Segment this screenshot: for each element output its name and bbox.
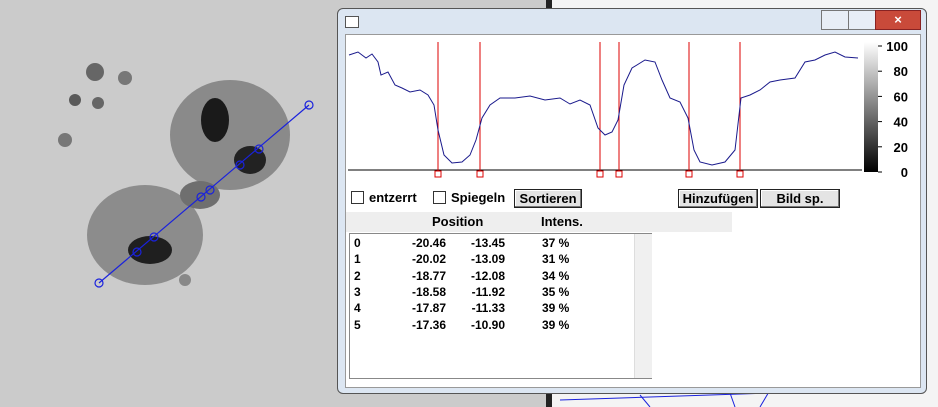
cell: -17.87 [411,301,446,316]
cell: -12.08 [470,268,505,283]
image-button[interactable]: Bild sp. [760,189,840,208]
cell: -11.33 [471,301,505,316]
marker-handles[interactable] [434,170,744,178]
list-row[interactable]: 0 -20.46 -13.45 37 % [350,236,634,252]
cell: 0 [354,236,361,250]
cell: 31 % [542,252,570,267]
result-list[interactable]: 0 -20.46 -13.45 37 % 1 -20.02 -13.09 31 % 2 -18.7… [349,233,652,379]
sort-button[interactable]: Sortieren [514,189,582,208]
list-rows: 0 -20.46 -13.45 37 % 1 -20.02 -13.09 31 % 2 -18.7… [350,234,634,378]
colorbar-tick-label: 20 [894,140,908,155]
cell: -13.09 [470,252,505,267]
checkbox-label: entzerrt [369,190,417,205]
table-header [346,212,732,232]
intensity-profile [348,51,859,166]
cell: -17.36 [411,317,446,332]
checkbox[interactable] [351,191,364,204]
cell: -20.46 [411,236,446,250]
colorbar-tick-label: 40 [894,115,908,130]
cell: 39 % [542,317,570,332]
scrollbar[interactable] [634,234,652,378]
list-row[interactable]: 1 -20.02 -13.09 31 % [350,252,634,268]
cell: 5 [354,317,361,332]
add-button[interactable]: Hinzufügen [678,189,758,208]
cell: -13.45 [470,236,505,250]
colorbar-tick-label: 0 [901,165,908,180]
list-row[interactable]: 2 -18.77 -12.08 34 % [350,269,634,285]
cell: 2 [354,268,361,283]
colorbar [864,42,878,172]
cell: -18.58 [411,284,446,299]
cell: 39 % [542,301,570,316]
cell: 4 [354,301,361,316]
cell: 3 [354,284,361,299]
colorbar-tick-label: 100 [886,39,908,54]
column-header: Intens. [541,214,583,229]
close-button[interactable]: × [875,10,921,30]
cell: 37 % [542,236,570,250]
colorbar-tick-label: 60 [894,89,908,104]
checkbox-label: Spiegeln [451,190,506,205]
list-row[interactable]: 5 -17.36 -10.90 39 % [350,318,634,334]
checkbox[interactable] [433,191,446,204]
cell: 1 [354,252,361,267]
cell: -10.90 [470,317,505,332]
window-icon [345,16,359,28]
colorbar-tick-label: 80 [894,64,908,79]
cell: -18.77 [411,268,446,283]
list-row[interactable]: 3 -18.58 -11.92 35 % [350,285,634,301]
cell: -11.92 [471,284,505,299]
list-row[interactable]: 4 -17.87 -11.33 39 % [350,301,634,317]
cell: -20.02 [411,252,446,267]
column-header: Position [432,214,484,229]
cell: 34 % [542,268,570,283]
cell: 35 % [542,284,570,299]
